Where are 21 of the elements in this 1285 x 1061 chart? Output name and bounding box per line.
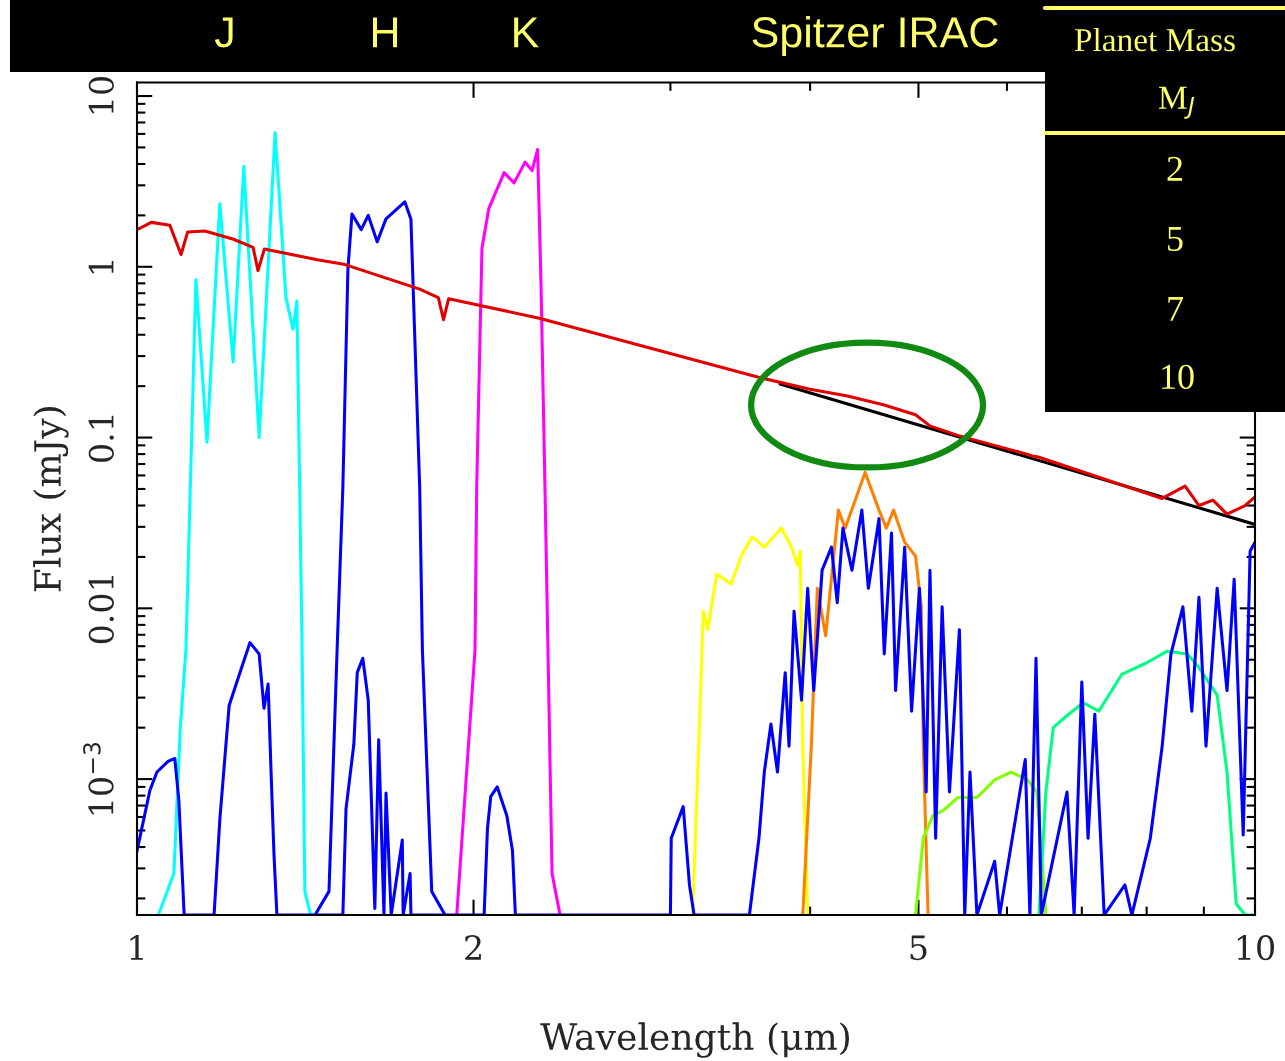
annotation: 2	[1167, 156, 1183, 181]
annotation: M$_{J}$	[1158, 86, 1195, 119]
x-tick-label: 2	[465, 935, 481, 960]
text: Spitzer IRAC	[752, 15, 998, 57]
text: H	[372, 17, 398, 48]
annotation: 5	[1168, 227, 1183, 252]
x-tick-label: 10	[1237, 935, 1274, 961]
text: K	[514, 17, 539, 48]
x-tick-label: 1	[130, 935, 143, 960]
y-tick-label: 0.1	[88, 415, 114, 462]
annotation: 10	[1162, 364, 1194, 390]
y-tick-label: 1	[88, 260, 114, 274]
y-axis-title: Flux (mJy)	[33, 407, 69, 592]
text: Planet Mass	[1074, 27, 1235, 52]
x-axis-title: Wavelength (μm)	[540, 1022, 849, 1058]
y-tick-label: 10	[88, 77, 114, 114]
y-tick-label: 0.01	[88, 575, 114, 644]
x-tick-label: 5	[910, 935, 927, 961]
text: J	[214, 17, 233, 48]
y-tick-label: 10$^{−3}$	[83, 743, 114, 815]
annotation: 7	[1168, 297, 1183, 321]
